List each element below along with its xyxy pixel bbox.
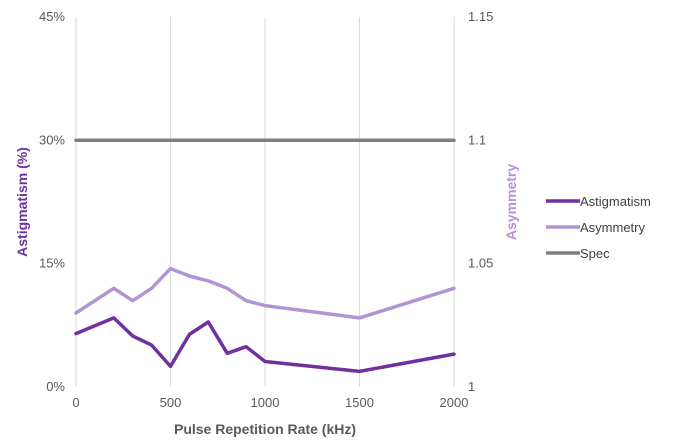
series-lines [74, 138, 456, 374]
x-tick-label: 0 [72, 395, 79, 410]
x-tick-label: 500 [160, 395, 182, 410]
grid [75, 17, 455, 387]
y-right-tick-label: 1.15 [468, 9, 493, 24]
y-right-tick-label: 1 [468, 379, 475, 394]
legend-label-asymmetry: Asymmetry [580, 220, 646, 235]
y-left-tick-label: 30% [39, 132, 65, 147]
legend: Astigmatism Asymmetry Spec [546, 194, 651, 261]
legend-label-astigmatism: Astigmatism [580, 194, 651, 209]
axes: 0 500 1000 1500 2000 0% 15% 30% 45% 1 1.05 1.1 1.15 [39, 9, 493, 410]
x-axis-title: Pulse Repetition Rate (kHz) [174, 421, 356, 437]
y-right-tick-label: 1.05 [468, 256, 493, 271]
y-left-tick-label: 15% [39, 256, 65, 271]
series-line-astigmatism [74, 316, 456, 374]
y-left-axis-title: Astigmatism (%) [14, 147, 30, 257]
y-right-axis-title: Asymmetry [503, 164, 519, 240]
y-left-tick-label: 0% [46, 379, 65, 394]
y-right-tick-label: 1.1 [468, 132, 486, 147]
y-left-tick-label: 45% [39, 9, 65, 24]
x-tick-label: 1000 [251, 395, 280, 410]
legend-label-spec: Spec [580, 246, 610, 261]
x-tick-label: 2000 [440, 395, 469, 410]
x-tick-label: 1500 [345, 395, 374, 410]
series-line-asymmetry [74, 266, 456, 320]
